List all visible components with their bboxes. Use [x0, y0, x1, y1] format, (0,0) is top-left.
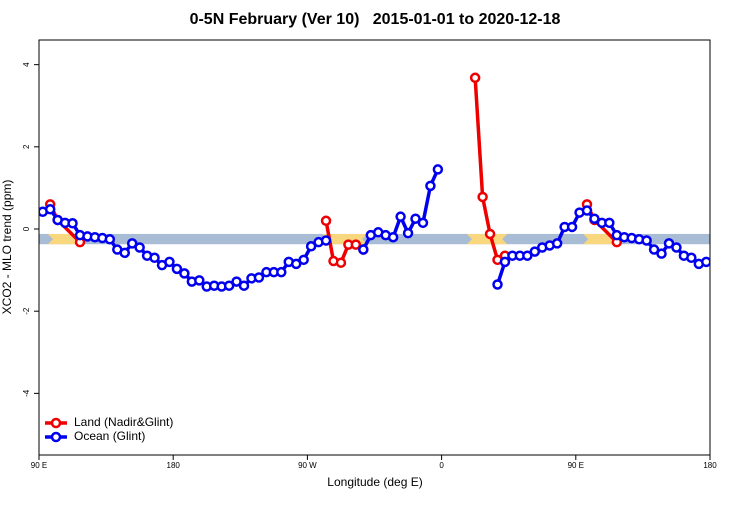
- data-point: [551, 238, 563, 249]
- data-point: [67, 218, 78, 229]
- data-point: [238, 280, 250, 291]
- data-point: [395, 211, 406, 222]
- data-point: [529, 246, 541, 257]
- data-point: [663, 238, 675, 249]
- data-point: [171, 263, 183, 275]
- data-point: [604, 217, 615, 229]
- data-point: [179, 268, 190, 279]
- x-tick-label: 90 W: [298, 461, 317, 470]
- data-point: [432, 164, 444, 175]
- x-axis-title: Longitude (deg E): [327, 475, 422, 489]
- data-point: [641, 235, 652, 246]
- data-point: [484, 228, 496, 240]
- data-point: [701, 256, 710, 268]
- data-point: [589, 213, 600, 224]
- x-tick-label: 90 E: [31, 461, 47, 470]
- data-point: [477, 191, 488, 203]
- legend-marker: [50, 417, 62, 429]
- y-tick-label: -2: [22, 307, 31, 315]
- data-point: [469, 72, 481, 84]
- data-point: [425, 180, 436, 192]
- data-point: [335, 257, 347, 268]
- data-point: [290, 258, 302, 270]
- data-point: [566, 221, 578, 233]
- data-point: [350, 239, 362, 250]
- series: [39, 164, 710, 292]
- data-point: [298, 254, 309, 266]
- data-point: [194, 275, 205, 286]
- data-point: [656, 248, 667, 259]
- plot-frame: [38, 39, 711, 456]
- series-line: [42, 168, 707, 289]
- data-point: [320, 215, 332, 227]
- data-point: [231, 276, 242, 287]
- x-tick-label: 90 E: [568, 461, 584, 470]
- legend-marker: [50, 431, 62, 443]
- y-tick-label: -4: [22, 389, 31, 397]
- data-point: [499, 256, 511, 268]
- data-point: [149, 252, 160, 264]
- land-band: [466, 233, 508, 245]
- data-point: [305, 241, 317, 252]
- data-point: [44, 204, 56, 215]
- legend-label: Ocean (Glint): [74, 429, 145, 443]
- data-point: [223, 280, 235, 291]
- data-point: [581, 205, 593, 216]
- data-point: [276, 266, 287, 278]
- data-point: [686, 252, 697, 264]
- x-tick-label: 0: [439, 461, 444, 470]
- ocean-band: [39, 233, 710, 245]
- data-point: [164, 256, 175, 268]
- y-tick-label: 0: [22, 226, 31, 231]
- legend-label: Land (Nadir&Glint): [74, 415, 173, 429]
- data-point: [358, 244, 369, 255]
- chart-title: 0-5N February (Ver 10) 2015-01-01 to 202…: [190, 11, 561, 28]
- x-tick-label: 180: [167, 461, 181, 470]
- data-point: [119, 247, 130, 259]
- data-point: [134, 242, 145, 253]
- data-point: [648, 244, 660, 255]
- data-point: [417, 217, 429, 229]
- data-point: [492, 279, 503, 290]
- data-point: [126, 238, 138, 249]
- y-axis-title: XCO2 - MLO trend (ppm): [0, 180, 14, 315]
- data-point: [104, 234, 116, 245]
- data-point: [522, 250, 533, 261]
- y-tick-label: 2: [22, 144, 31, 149]
- data-point: [410, 213, 421, 224]
- data-point: [387, 231, 399, 243]
- x-tick-label: 180: [703, 461, 717, 470]
- data-point: [402, 227, 414, 239]
- data-point: [671, 242, 682, 253]
- y-tick-label: 4: [22, 62, 31, 67]
- data-point: [253, 272, 265, 283]
- data-point: [320, 235, 332, 246]
